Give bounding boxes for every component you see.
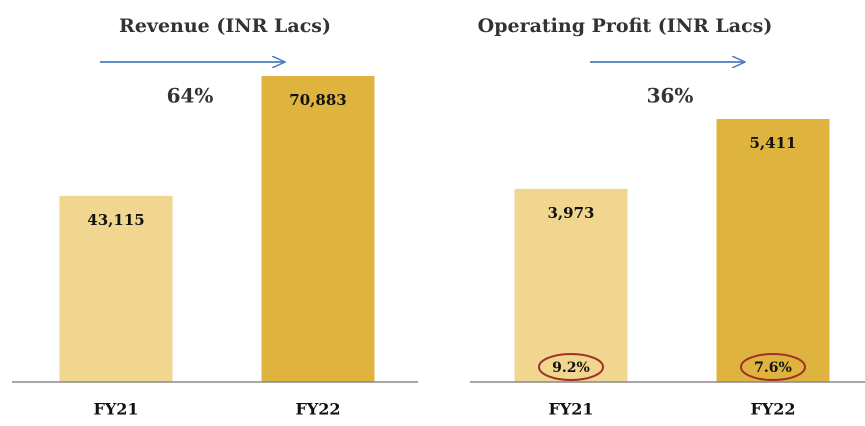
growth-annotation: 64% [167,84,214,108]
x-tick-label: FY22 [295,400,340,419]
chart-title: Operating Profit (INR Lacs) [478,15,773,37]
bar [261,76,375,382]
value-label: 43,115 [87,211,144,229]
value-label: 3,973 [548,204,595,222]
x-tick-label: FY21 [93,400,138,419]
value-label: 70,883 [289,91,346,109]
margin-circle [538,353,604,381]
x-tick-label: FY22 [750,400,795,419]
x-tick-label: FY21 [548,400,593,419]
chart-title: Revenue (INR Lacs) [119,15,331,37]
bar [716,119,830,382]
margin-label: 9.2% [552,360,590,376]
bar [59,195,173,382]
growth-annotation: 36% [647,84,694,108]
margin-label: 7.6% [754,360,792,376]
bar [514,188,628,382]
margin-circle [740,353,806,381]
value-label: 5,411 [750,134,797,152]
